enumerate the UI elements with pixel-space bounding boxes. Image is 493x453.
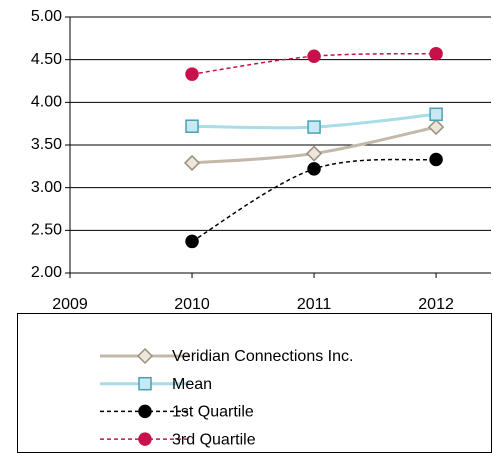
data-point <box>429 152 443 167</box>
legend-marker <box>136 347 154 365</box>
y-tick-label: 3.00 <box>31 179 62 196</box>
legend-label: 3rd Quartile <box>172 431 256 448</box>
legend-label: Mean <box>172 376 212 393</box>
data-point <box>305 145 323 162</box>
legend-label: Veridian Connections Inc. <box>172 348 353 365</box>
y-tick-label: 4.50 <box>31 51 62 68</box>
x-tick-label: 2011 <box>297 296 332 313</box>
data-point <box>429 46 443 61</box>
y-tick-label: 4.00 <box>31 94 62 111</box>
legend-marker <box>138 376 152 391</box>
data-point <box>429 107 443 122</box>
y-tick-label: 5.00 <box>31 8 62 25</box>
data-point <box>185 67 199 81</box>
y-tick-label: 2.00 <box>31 264 62 281</box>
legend-label: 1st Quartile <box>172 404 254 421</box>
legend-marker <box>138 432 152 446</box>
y-tick-label: 3.50 <box>31 136 62 153</box>
data-point <box>307 49 321 64</box>
y-tick-label: 2.50 <box>31 222 62 239</box>
data-point <box>428 119 445 136</box>
data-point <box>185 119 199 133</box>
data-point <box>307 120 321 134</box>
series-line <box>191 52 437 75</box>
x-tick-label: 2009 <box>52 296 88 313</box>
x-tick-label: 2012 <box>418 296 454 313</box>
data-point <box>307 162 321 176</box>
x-tick-label: 2010 <box>174 296 210 313</box>
legend-marker <box>138 404 152 419</box>
data-point <box>185 234 199 249</box>
data-point <box>183 154 201 171</box>
